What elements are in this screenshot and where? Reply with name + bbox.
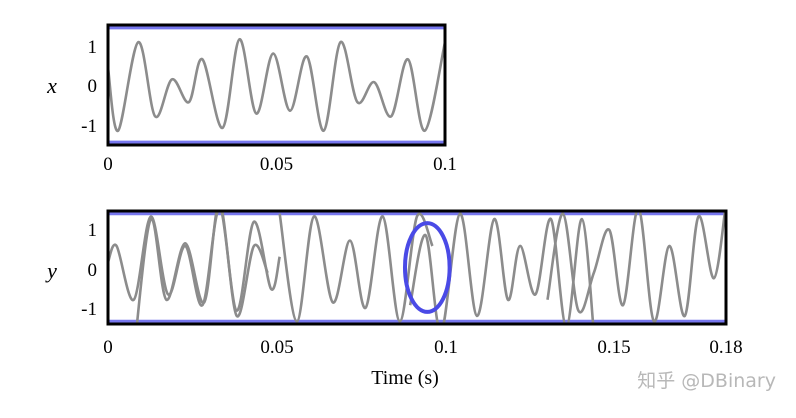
panel-y-ytick-1: 1 (88, 220, 98, 241)
panel-y-xtick-0: 0 (103, 337, 113, 358)
panel-y-xtick-3: 0.15 (597, 337, 630, 358)
panel-x-ylabel: x (46, 73, 57, 98)
panel-x-ytick-neg1: -1 (81, 116, 97, 137)
panel-y-clip-content (108, 211, 726, 324)
panel-x-ytick-0: 0 (88, 76, 98, 97)
panel-y-ytick-0: 0 (88, 260, 98, 281)
panel-x-frame (106, 23, 447, 147)
panel-y-ylabel: y (45, 258, 57, 283)
highlight-ellipse (402, 221, 452, 314)
panel-x-clip-content (108, 26, 445, 144)
panel-x-xtick-2: 0.1 (433, 154, 457, 175)
panel-y: 1 0 -1 0 0.05 0.1 0.15 0.18 y Time (s) (45, 209, 743, 389)
panel-y-series-line-3 (408, 212, 595, 324)
panel-y-xlabel: Time (s) (371, 367, 439, 389)
panel-y-ytick-neg1: -1 (81, 299, 97, 320)
panel-y-series-line-2 (278, 212, 434, 323)
panel-x-series-group (108, 37, 445, 133)
panel-x-xtick-0: 0 (103, 154, 113, 175)
panel-y-series-line-4 (546, 211, 726, 323)
panel-y-series-line-1 (135, 211, 269, 324)
panel-x: 1 0 -1 0 0.05 0.1 x (46, 23, 457, 175)
watermark: 知乎 @DBinary (637, 370, 776, 392)
panel-y-series-line-0 (108, 211, 281, 312)
panel-y-frame (106, 209, 728, 326)
panel-y-xtick-2: 0.1 (434, 337, 458, 358)
panel-y-xtick-1: 0.05 (260, 337, 293, 358)
panel-y-xtick-4: 0.18 (709, 337, 742, 358)
panel-y-series-group (108, 211, 726, 324)
panel-x-xtick-1: 0.05 (260, 154, 293, 175)
panel-x-series-line-0 (108, 37, 445, 133)
panel-x-ytick-1: 1 (88, 37, 98, 58)
